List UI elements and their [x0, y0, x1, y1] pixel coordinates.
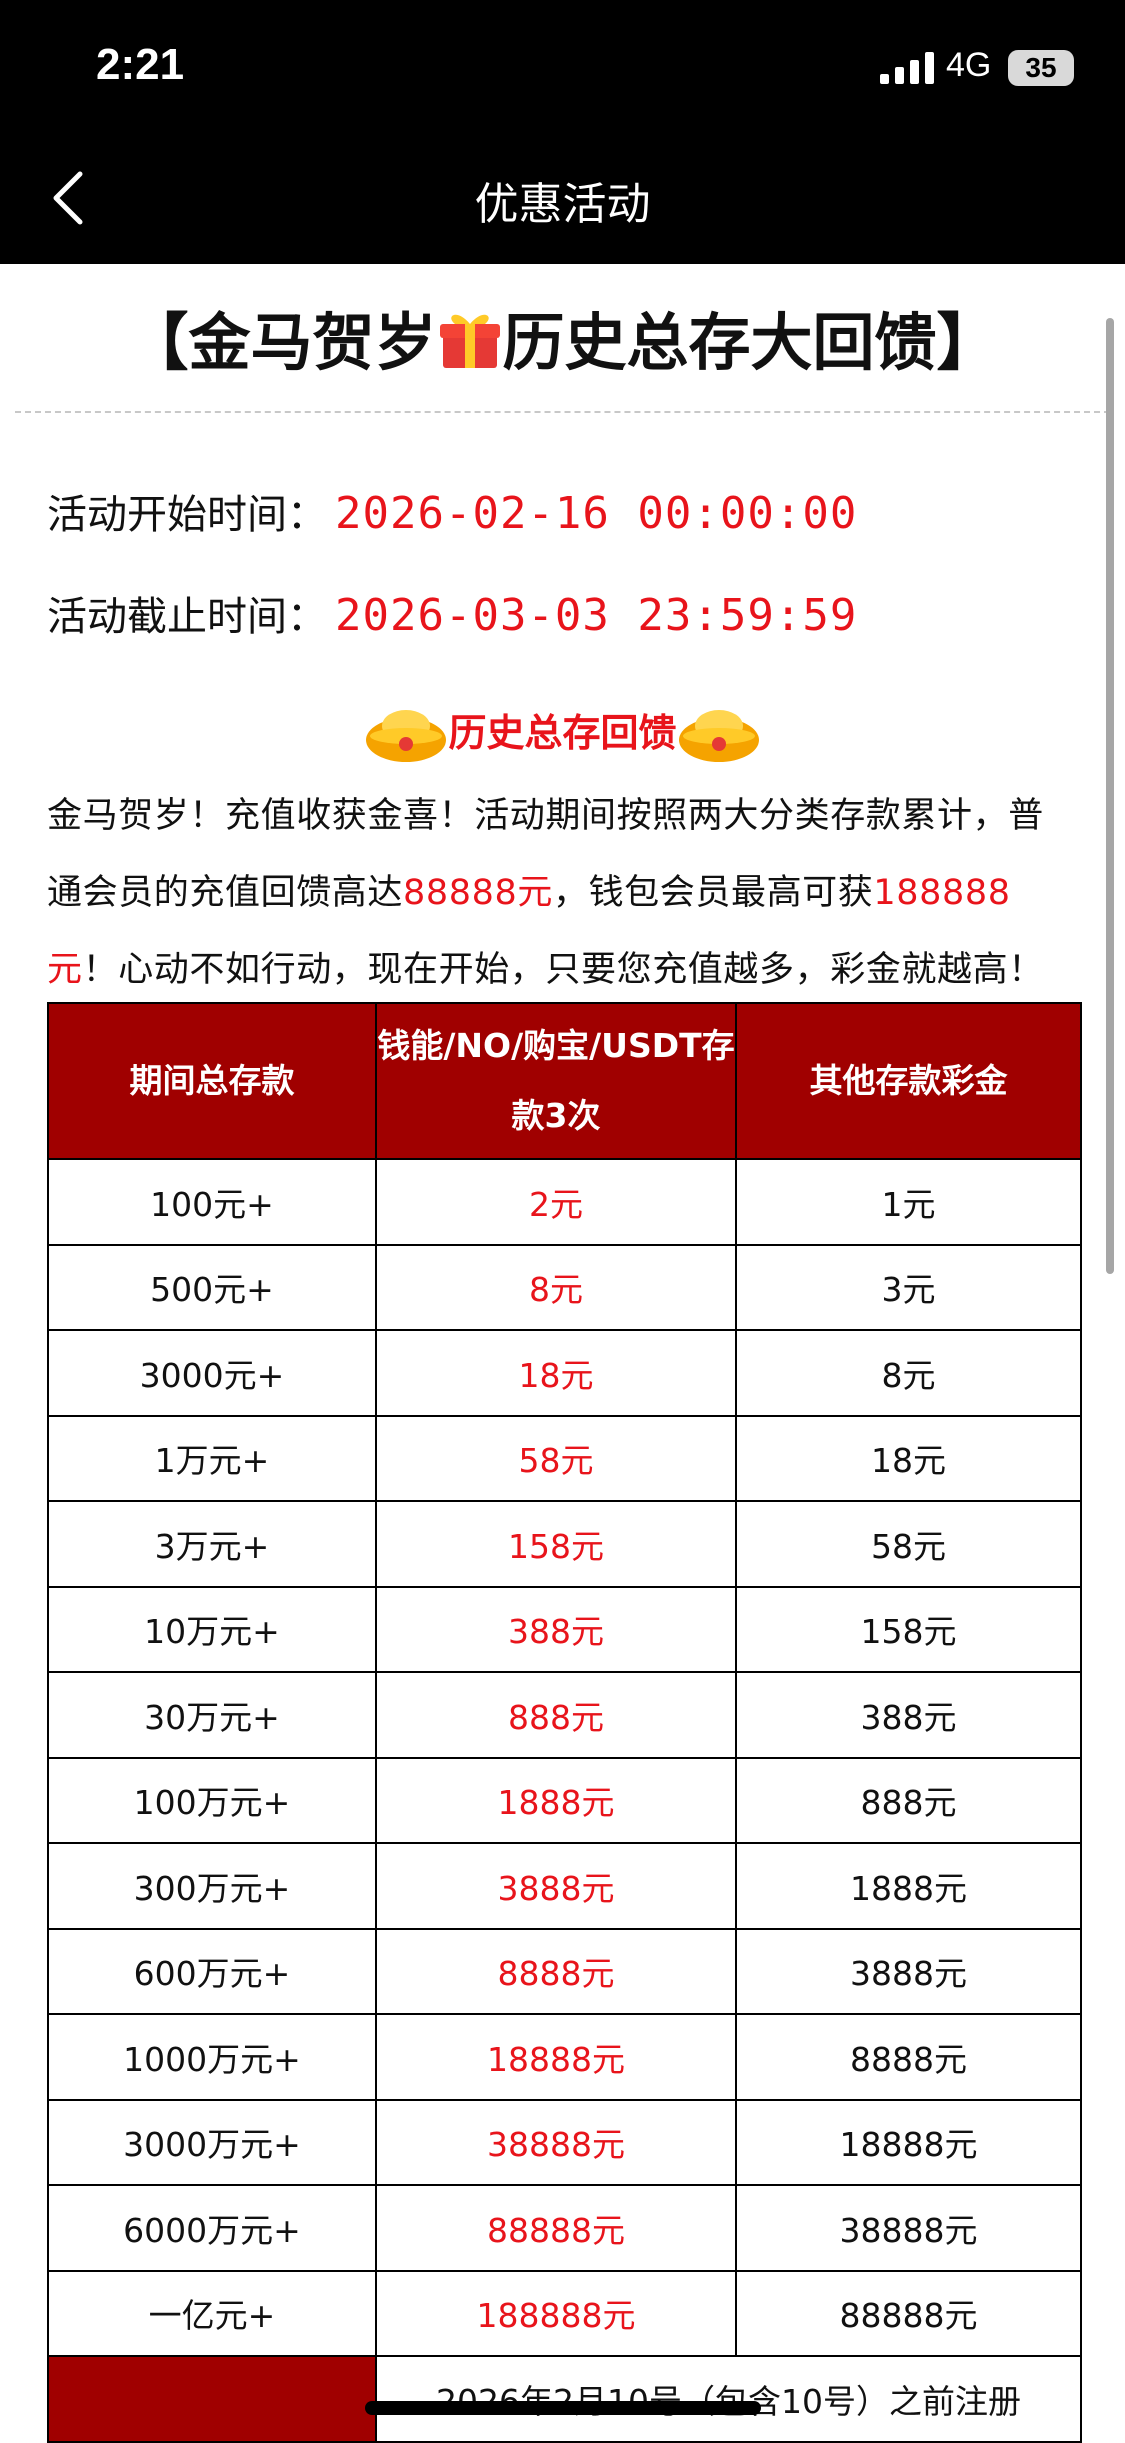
table-cell: 38888元: [735, 2184, 1082, 2272]
section-heading: 历史总存回馈: [0, 700, 1125, 764]
ingot-icon: [678, 710, 759, 762]
table-cell: 1888元: [735, 1842, 1082, 1930]
reward-table: 期间总存款 钱能/NO/购宝/USDT存款3次 其他存款彩金 100元+ 2元 1元 50…: [47, 1002, 1082, 2443]
table-cell: 18元: [735, 1414, 1082, 1502]
table-row: 一亿元+ 188888元 88888元: [47, 2269, 1082, 2357]
table-row: 500元+ 8元 3元: [47, 1243, 1082, 1331]
table-cell: 8元: [375, 1243, 737, 1331]
table-cell: 3000万元+: [47, 2098, 377, 2186]
table-cell: 3888元: [375, 1842, 737, 1930]
text: ，钱包会员最高可获: [552, 873, 874, 913]
table-cell: 188888元: [375, 2269, 737, 2357]
label: 活动开始时间：: [47, 492, 327, 538]
highlight-text: 88888元: [403, 873, 553, 913]
table-row: 3000万元+ 38888元 18888元: [47, 2098, 1082, 2186]
header-cell: 期间总存款: [47, 1002, 377, 1160]
table-cell: 3万元+: [47, 1500, 377, 1588]
table-cell: 一亿元+: [47, 2269, 377, 2357]
value: 2026-03-03 23:59:59: [335, 590, 858, 641]
table-cell: [47, 2355, 377, 2443]
table-cell: 10万元+: [47, 1585, 377, 1673]
text: ！心动不如行动，现在开始，只要您充值越多，彩金就越高！: [82, 950, 1044, 990]
table-cell: 100万元+: [47, 1756, 377, 1844]
table-row: 100元+ 2元 1元: [47, 1158, 1082, 1246]
table-cell: 2026年2月10号（包含10号）之前注册: [375, 2355, 1082, 2443]
home-indicator: [365, 2401, 761, 2415]
table-cell: 18元: [375, 1329, 737, 1417]
table-cell: 3888元: [735, 1927, 1082, 2015]
status-network: 4G: [946, 46, 992, 84]
table-body: 100元+ 2元 1元 500元+ 8元 3元 3000元+ 18元 8元 1万元+ 58元 18元 3…: [47, 1158, 1082, 2443]
table-cell: 158元: [375, 1500, 737, 1588]
gift-icon: [439, 314, 500, 368]
table-cell: 388元: [735, 1671, 1082, 1759]
table-cell: 8888元: [735, 2013, 1082, 2101]
table-cell: 88888元: [735, 2269, 1082, 2357]
table-cell: 3000元+: [47, 1329, 377, 1417]
back-button[interactable]: [50, 170, 86, 226]
table-cell: 100元+: [47, 1158, 377, 1246]
table-row: 6000万元+ 88888元 38888元: [47, 2184, 1082, 2272]
signal-icon: [880, 52, 934, 84]
status-battery: 35: [1008, 50, 1074, 86]
divider: [15, 411, 1110, 413]
table-row: 1万元+ 58元 18元: [47, 1414, 1082, 1502]
header-cell: 钱能/NO/购宝/USDT存款3次: [375, 1002, 737, 1160]
table-cell: 888元: [735, 1756, 1082, 1844]
highlight-text: 188888元: [47, 873, 1011, 990]
label: 活动截止时间：: [47, 594, 327, 640]
promo-description: 金马贺岁！充值收获金喜！活动期间按照两大分类存款累计，普通会员的充值回馈高达88…: [47, 778, 1062, 1009]
table-cell: 88888元: [375, 2184, 737, 2272]
header-cell: 其他存款彩金: [735, 1002, 1082, 1160]
table-row: 10万元+ 388元 158元: [47, 1585, 1082, 1673]
table-cell: 388元: [375, 1585, 737, 1673]
promo-title: 【金马贺岁 历史总存大回馈】: [0, 292, 1125, 382]
ingot-icon: [366, 710, 447, 762]
table-row: 100万元+ 1888元 888元: [47, 1756, 1082, 1844]
table-cell: 1888元: [375, 1756, 737, 1844]
table-cell: 18888元: [735, 2098, 1082, 2186]
table-cell: 3元: [735, 1243, 1082, 1331]
top-bar: 2:21 4G 35 优惠活动: [0, 0, 1125, 264]
table-cell: 1000万元+: [47, 2013, 377, 2101]
table-cell: 8元: [735, 1329, 1082, 1417]
table-cell: 300万元+: [47, 1842, 377, 1930]
table-cell: 888元: [375, 1671, 737, 1759]
status-time: 2:21: [96, 40, 185, 89]
table-cell: 500元+: [47, 1243, 377, 1331]
table-row: 3000元+ 18元 8元: [47, 1329, 1082, 1417]
table-cell: 1元: [735, 1158, 1082, 1246]
table-cell: 158元: [735, 1585, 1082, 1673]
table-cell: 38888元: [375, 2098, 737, 2186]
heading-text: 历史总存回馈: [448, 711, 677, 755]
table-cell: 600万元+: [47, 1927, 377, 2015]
table-cell: 6000万元+: [47, 2184, 377, 2272]
value: 2026-02-16 00:00:00: [335, 488, 858, 539]
header-row: 期间总存款 钱能/NO/购宝/USDT存款3次 其他存款彩金: [47, 1002, 1082, 1160]
table-cell: 58元: [375, 1414, 737, 1502]
table-row: 2026年2月10号（包含10号）之前注册: [47, 2355, 1082, 2443]
title-text: 【金马贺岁: [126, 306, 437, 379]
end-time-row: 活动截止时间： 2026-03-03 23:59:59: [47, 584, 857, 642]
table-cell: 2元: [375, 1158, 737, 1246]
table-cell: 1万元+: [47, 1414, 377, 1502]
title-text: 历史总存大回馈】: [502, 306, 999, 379]
text: 金马贺岁！充值收获金喜！活动期间按照两大分类存款累计，普通会员的充值回馈高达: [47, 796, 1044, 913]
table-row: 30万元+ 888元 388元: [47, 1671, 1082, 1759]
table-cell: 8888元: [375, 1927, 737, 2015]
table-row: 3万元+ 158元 58元: [47, 1500, 1082, 1588]
table-row: 300万元+ 3888元 1888元: [47, 1842, 1082, 1930]
nav-title: 优惠活动: [474, 179, 651, 230]
table-row: 1000万元+ 18888元 8888元: [47, 2013, 1082, 2101]
table-cell: 30万元+: [47, 1671, 377, 1759]
start-time-row: 活动开始时间： 2026-02-16 00:00:00: [47, 482, 857, 540]
scrollbar: [1106, 318, 1114, 1274]
table-row: 600万元+ 8888元 3888元: [47, 1927, 1082, 2015]
table-cell: 58元: [735, 1500, 1082, 1588]
table-cell: 18888元: [375, 2013, 737, 2101]
